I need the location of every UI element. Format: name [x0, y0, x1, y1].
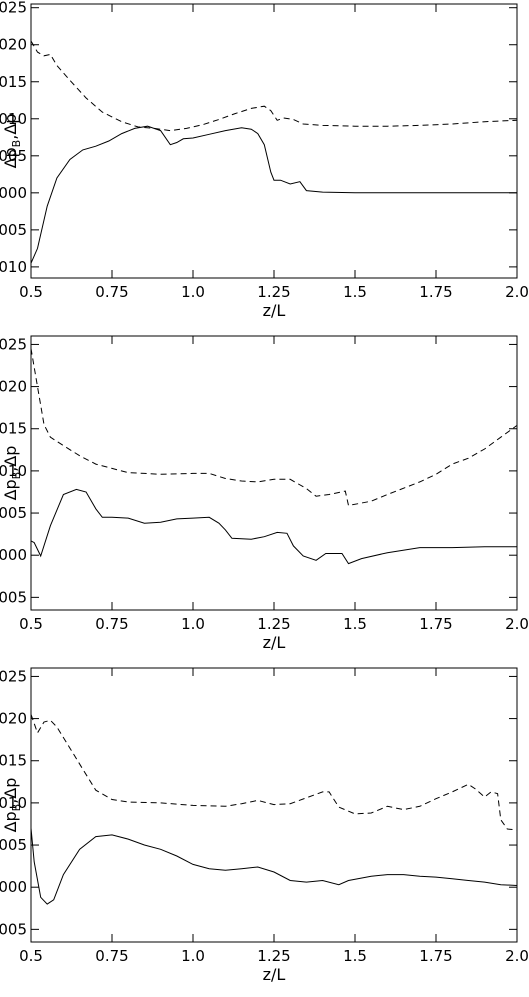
x-axis-label: z/L [263, 965, 286, 984]
y-ticks: -0.005 0.000 0.005 0.010 0.015 0.020 0.025 [0, 667, 517, 938]
y-axis-label-tail: ,Δp [1, 446, 20, 472]
y-tick-label: 0.025 [0, 0, 27, 17]
x-ticks: 0.5 0.75 1.0 1.25 1.5 1.75 2.0 [19, 4, 529, 301]
dashed-series-line [30, 348, 518, 507]
y-tick-label: 0.020 [0, 710, 27, 728]
dashed-series-line [30, 40, 518, 132]
y-axis-label-sub: B [10, 804, 23, 812]
y-tick-label: 0.005 [0, 504, 27, 522]
solid-series-line [30, 828, 518, 905]
x-tick-label: 2.0 [505, 615, 529, 633]
y-tick-label: 0.015 [0, 73, 27, 91]
y-tick-label: 0.000 [0, 878, 27, 896]
y-tick-label: 0.005 [0, 147, 27, 165]
y-axis-label-tail: ,Δp [1, 778, 20, 804]
y-tick-label: -0.010 [0, 258, 27, 276]
y-axis-label: ΔpB,Δp [1, 778, 23, 833]
y-tick-label: 0.015 [0, 420, 27, 438]
x-ticks: 0.5 0.75 1.0 1.25 1.5 1.75 2.0 [19, 336, 529, 633]
x-tick-label: 1.5 [343, 283, 367, 301]
y-tick-label: 0.010 [0, 110, 27, 128]
plot-frame [30, 335, 518, 611]
panel-top: 0.5 0.75 1.0 1.25 1.5 1.75 2.0 -0.010 -0.005 0.0… [0, 0, 529, 320]
y-axis-label-sub: B [10, 140, 23, 148]
solid-series-line [30, 125, 517, 264]
x-tick-label: 2.0 [505, 947, 529, 965]
y-ticks: -0.005 0.000 0.005 0.010 0.015 0.020 0.025 [0, 335, 517, 606]
dashed-series-line [30, 714, 518, 831]
x-tick-label: 0.5 [19, 947, 43, 965]
y-tick-label: 0.020 [0, 36, 27, 54]
y-axis-label: ΔpB,Δp [1, 114, 23, 169]
plot-frame [30, 3, 518, 279]
x-tick-label: 1.75 [419, 615, 452, 633]
y-axis-label-main: Δp [1, 479, 20, 500]
x-tick-label: 0.5 [19, 615, 43, 633]
y-tick-label: 0.025 [0, 667, 27, 685]
y-tick-label: 0.010 [0, 462, 27, 480]
y-tick-label: 0.015 [0, 752, 27, 770]
x-axis-label: z/L [263, 633, 286, 652]
x-tick-label: 1.0 [181, 947, 205, 965]
x-tick-label: 2.0 [505, 283, 529, 301]
x-tick-label: 0.75 [95, 615, 128, 633]
x-tick-label: 1.0 [181, 283, 205, 301]
series-lines [30, 348, 518, 565]
y-axis-label-sub: B [10, 472, 23, 480]
x-tick-label: 1.75 [419, 283, 452, 301]
x-axis-label: z/L [263, 301, 286, 320]
x-tick-label: 1.25 [257, 947, 290, 965]
series-lines [30, 714, 518, 905]
x-tick-label: 1.0 [181, 615, 205, 633]
y-axis-label: ΔpB,Δp [1, 446, 23, 501]
y-axis-label-main: Δp [1, 811, 20, 832]
y-ticks: -0.010 -0.005 0.000 0.005 0.010 0.015 0.020 0.0… [0, 0, 517, 276]
x-ticks: 0.5 0.75 1.0 1.25 1.5 1.75 2.0 [19, 668, 529, 965]
x-tick-label: 1.5 [343, 615, 367, 633]
panel-bottom: 0.5 0.75 1.0 1.25 1.5 1.75 2.0 -0.005 0.000 0.00… [0, 667, 529, 984]
x-tick-label: 0.75 [95, 947, 128, 965]
x-tick-label: 1.25 [257, 615, 290, 633]
x-tick-label: 1.75 [419, 947, 452, 965]
y-tick-label: -0.005 [0, 920, 27, 938]
series-lines [30, 40, 518, 264]
panel-middle: 0.5 0.75 1.0 1.25 1.5 1.75 2.0 -0.005 0.000 0.00… [0, 335, 529, 652]
y-tick-label: -0.005 [0, 221, 27, 239]
y-tick-label: 0.000 [0, 184, 27, 202]
y-tick-label: 0.020 [0, 378, 27, 396]
x-tick-label: 1.5 [343, 947, 367, 965]
y-tick-label: 0.005 [0, 836, 27, 854]
x-tick-label: 0.5 [19, 283, 43, 301]
solid-series-line [30, 488, 517, 565]
y-tick-label: -0.005 [0, 588, 27, 606]
x-tick-label: 0.75 [95, 283, 128, 301]
y-tick-label: 0.025 [0, 335, 27, 353]
y-axis-label-tail: ,Δp [1, 114, 20, 140]
y-axis-label-main: Δp [1, 147, 20, 168]
x-tick-label: 1.25 [257, 283, 290, 301]
y-tick-label: 0.000 [0, 546, 27, 564]
y-tick-label: 0.010 [0, 794, 27, 812]
